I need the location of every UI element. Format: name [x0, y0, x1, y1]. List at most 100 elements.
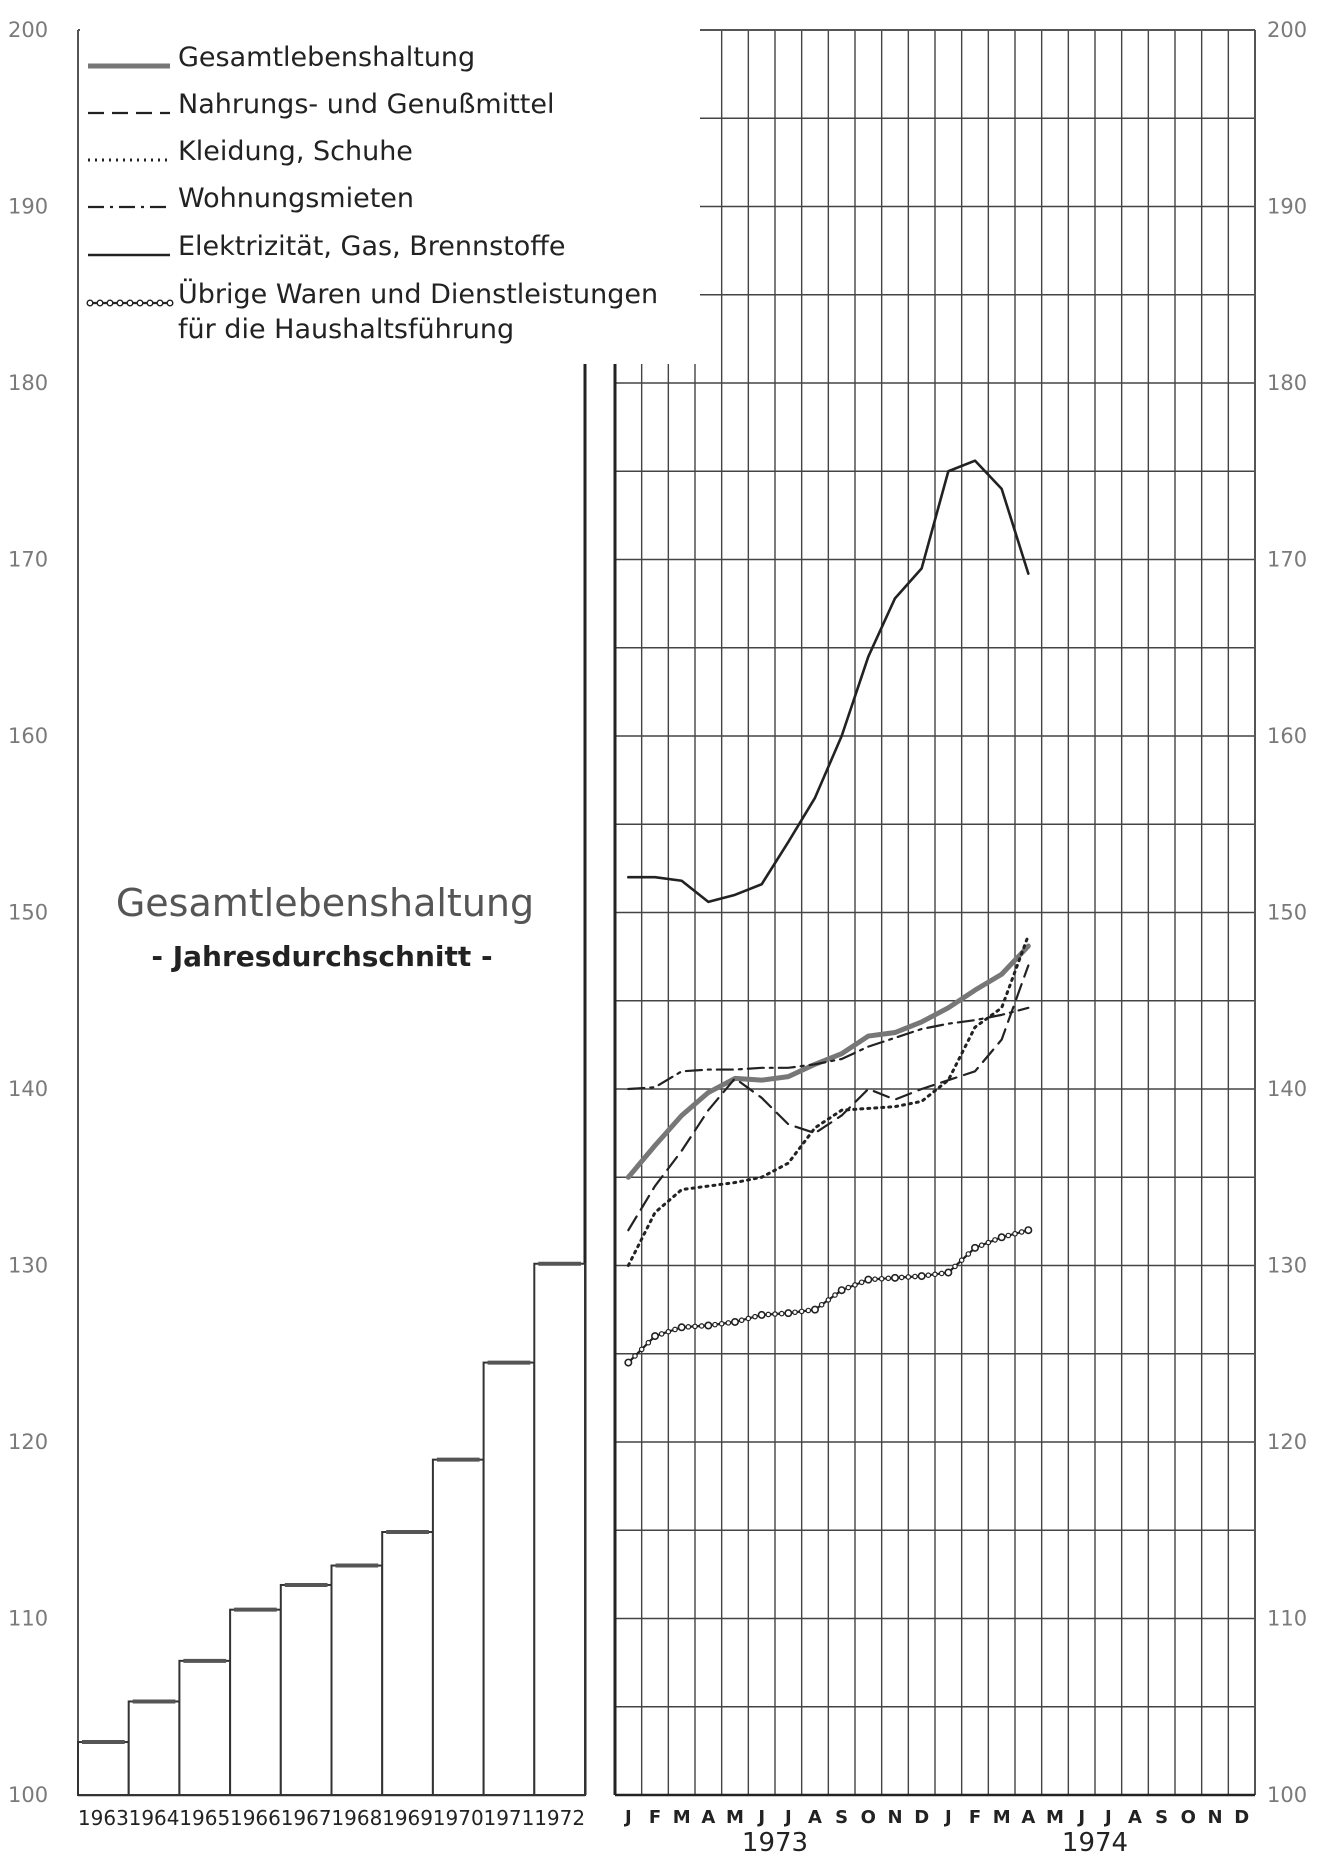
month-label: J: [1076, 1807, 1085, 1828]
series-point: [772, 1311, 778, 1317]
y-tick-label-left: 170: [8, 548, 48, 572]
y-tick-label-right: 120: [1267, 1430, 1307, 1454]
annual-bar: [533, 1262, 586, 1796]
series-point: [624, 1358, 633, 1367]
annual-bar: [482, 1361, 536, 1796]
series-point: [718, 1320, 725, 1327]
bar-chart-title: Gesamtlebenshaltung: [116, 881, 534, 925]
y-tick-label-right: 150: [1267, 901, 1307, 925]
month-label: J: [1103, 1807, 1112, 1828]
series-line: [627, 964, 1030, 1232]
legend-swatch-point: [156, 299, 164, 307]
series-line: [627, 1006, 1030, 1091]
series-point: [698, 1323, 705, 1329]
series-point: [672, 1326, 678, 1333]
series-point: [712, 1321, 718, 1328]
y-tick-label-right: 100: [1267, 1783, 1307, 1807]
series-point: [757, 1310, 766, 1319]
y-tick-label-left: 180: [8, 371, 48, 395]
series-point: [704, 1321, 713, 1330]
month-label: J: [943, 1807, 952, 1828]
annual-bar: [330, 1564, 384, 1797]
series-point: [944, 1268, 953, 1277]
annual-bar: [381, 1531, 434, 1796]
series-point: [725, 1320, 732, 1326]
y-tick-label-left: 140: [8, 1077, 48, 1101]
month-label: F: [649, 1807, 661, 1828]
y-tick-label-right: 200: [1267, 18, 1307, 42]
month-label: M: [673, 1807, 691, 1828]
series-point: [917, 1272, 926, 1281]
series-point: [890, 1273, 899, 1282]
series-point: [832, 1292, 838, 1298]
annual-bar: [229, 1608, 282, 1797]
y-tick-label-right: 170: [1267, 548, 1307, 572]
series-point: [985, 1239, 992, 1246]
legend-label: Nahrungs- und Genußmittel: [178, 89, 555, 120]
series-point: [805, 1307, 812, 1314]
series-point: [912, 1273, 918, 1280]
series-point: [784, 1309, 793, 1318]
series-point: [692, 1323, 698, 1330]
annual-bar: [77, 1741, 130, 1797]
series-point: [837, 1286, 846, 1295]
y-tick-label-left: 160: [8, 724, 48, 748]
year-label: 1973: [742, 1828, 808, 1858]
legend-swatch-point: [86, 299, 94, 307]
legend-swatch-point: [96, 299, 104, 307]
series-point: [677, 1323, 686, 1332]
legend-label: Gesamtlebenshaltung: [178, 42, 475, 73]
legend-swatch-point: [166, 299, 174, 307]
series-point: [938, 1270, 945, 1277]
series-point: [810, 1305, 819, 1314]
line-chart-grid: [615, 30, 1255, 1795]
series-point: [978, 1242, 985, 1249]
series-point: [970, 1243, 979, 1252]
month-label: A: [808, 1807, 822, 1828]
series-point: [1005, 1232, 1012, 1239]
series-point: [738, 1317, 745, 1324]
y-tick-label-right: 110: [1267, 1607, 1307, 1631]
series-point: [958, 1257, 965, 1264]
series-point: [745, 1315, 752, 1322]
y-tick-label-left: 110: [8, 1607, 48, 1631]
month-label: N: [887, 1807, 902, 1828]
legend-background: [80, 28, 700, 364]
bar-category-label: 1964: [129, 1806, 180, 1830]
month-label: J: [783, 1807, 792, 1828]
series-point: [872, 1276, 878, 1282]
axes-and-ticks: 100 100 110 110 120 120 130 130 140 140 150 150 160 1…: [8, 18, 1307, 1858]
legend-items: Gesamtlebenshaltung Nahrungs- und Genußmi…: [86, 42, 658, 345]
annual-bar: [178, 1659, 232, 1796]
month-label: O: [1181, 1807, 1196, 1828]
series-point: [925, 1272, 932, 1279]
series-point: [825, 1297, 832, 1303]
series-point: [885, 1275, 892, 1282]
month-label: A: [1021, 1807, 1035, 1828]
bar-category-label: 1963: [78, 1806, 129, 1830]
bar-category-label: 1971: [483, 1806, 534, 1830]
month-label: F: [969, 1807, 981, 1828]
series-point: [864, 1275, 873, 1284]
y-tick-label-left: 150: [8, 901, 48, 925]
month-label: A: [1128, 1807, 1142, 1828]
series-point: [1012, 1230, 1018, 1237]
month-label: M: [1046, 1807, 1064, 1828]
legend-swatch-point: [136, 299, 144, 307]
series-point: [932, 1271, 938, 1278]
legend-label: Wohnungsmieten: [178, 183, 414, 214]
series-point: [992, 1237, 998, 1243]
legend-label: Kleidung, Schuhe: [178, 136, 413, 167]
series-point: [685, 1324, 692, 1330]
series-point: [778, 1310, 785, 1317]
bar-category-label: 1970: [433, 1806, 484, 1830]
series-point: [1024, 1226, 1033, 1235]
series-point: [878, 1275, 885, 1282]
series-point: [632, 1353, 638, 1359]
bar-category-label: 1969: [382, 1806, 433, 1830]
series-point: [952, 1263, 958, 1270]
series-point: [650, 1332, 659, 1341]
legend-swatch-point: [116, 299, 124, 307]
series-point: [665, 1328, 672, 1335]
series-point: [898, 1274, 905, 1281]
